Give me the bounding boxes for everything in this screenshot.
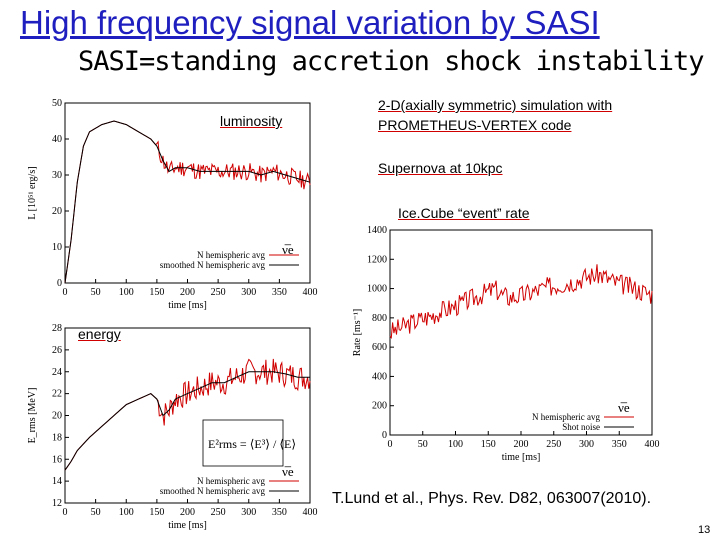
icecube-rate-xtick-label: 200	[514, 439, 529, 450]
energy-ytick-label: 12	[52, 498, 62, 509]
icecube-rate-raw-series-line	[389, 264, 653, 340]
icecube-rate-ytick-label: 200	[372, 401, 387, 412]
energy-xlabel: time [ms]	[168, 520, 207, 531]
luminosity-frame	[64, 102, 311, 284]
icecube-rate-xtick-label: 0	[388, 439, 393, 450]
energy-xtick-label: 150	[149, 507, 164, 518]
luminosity-flavor-label: ν̅e	[282, 242, 294, 257]
luminosity-xtick-label: 100	[119, 287, 134, 298]
energy-xtick-label: 100	[119, 507, 134, 518]
icecube-rate-ylabel: Rate [ms⁻¹]	[352, 309, 363, 356]
luminosity-xtick-label: 350	[272, 287, 287, 298]
energy-formula: E²rms = ⟨E³⟩ / ⟨E⟩	[208, 437, 296, 451]
energy-chart: 0 50 100 150 200 250 300 350 400 12 14 16 18 20 22 24 26…	[27, 323, 318, 531]
icecube-rate-xtick-label: 100	[448, 439, 463, 450]
luminosity-ylabel: L [10⁵¹ erg/s]	[27, 166, 38, 219]
energy-xtick-label: 300	[241, 507, 256, 518]
energy-ytick-label: 26	[52, 345, 62, 356]
simulation-note: 2-D(axially symmetric) simulation with P…	[378, 95, 612, 135]
luminosity-ytick-label: 10	[52, 242, 62, 253]
icecube-rate-xtick-label: 150	[481, 439, 496, 450]
energy-ytick-label: 16	[52, 454, 62, 465]
icecube-rate-xtick-label: 300	[579, 439, 594, 450]
icecube-rate-ytick-label: 400	[372, 371, 387, 382]
citation: T.Lund et al., Phys. Rev. D82, 063007(20…	[332, 490, 652, 507]
icecube-rate-xtick-label: 350	[612, 439, 627, 450]
simulation-line-1: 2-D(axially symmetric) simulation with	[378, 97, 613, 113]
icecube-rate-ytick-label: 600	[372, 342, 387, 353]
luminosity-label: luminosity	[220, 113, 283, 129]
energy-smoothed-series-line	[64, 371, 310, 471]
icecube-rate-legend-entry: N hemispheric avg	[532, 412, 600, 422]
luminosity-xtick-label: 50	[91, 287, 101, 298]
energy-xtick-label: 400	[303, 507, 318, 518]
luminosity-xtick-label: 300	[241, 287, 256, 298]
luminosity-raw-series-line	[64, 120, 311, 284]
icecube-rate-ytick-label: 800	[372, 313, 387, 324]
icecube-rate-xtick-label: 400	[645, 439, 660, 450]
energy-ylabel: E_rms [MeV]	[27, 388, 38, 444]
luminosity-ytick-label: 30	[52, 170, 62, 181]
luminosity-xtick-label: 0	[63, 287, 68, 298]
luminosity-xlabel: time [ms]	[168, 300, 207, 311]
energy-legend-entry: N hemispheric avg	[197, 476, 265, 486]
slide-subtitle: SASI=standing accretion shock instabilit…	[78, 46, 704, 77]
icecube-rate-ytick-label: 1000	[367, 284, 387, 295]
icecube-rate-ytick-label: 0	[382, 430, 387, 441]
luminosity-xtick-label: 250	[211, 287, 226, 298]
icecube-rate-xtick-label: 50	[418, 439, 428, 450]
energy-label: energy	[78, 326, 121, 342]
simulation-line-2: PROMETHEUS-VERTEX code	[378, 117, 572, 133]
energy-flavor-label: ν̅e	[282, 464, 294, 479]
luminosity-xtick-label: 150	[149, 287, 164, 298]
energy-ytick-label: 22	[52, 389, 62, 400]
icecube-rate-ytick-label: 1200	[367, 254, 387, 265]
icecube-rate-chart: 0 50 100 150 200 250 300 350 400 0 200 400 600 800 100…	[352, 225, 660, 463]
energy-xtick-label: 50	[91, 507, 101, 518]
icecube-rate-xtick-label: 250	[546, 439, 561, 450]
slide-title: High frequency signal variation by SASI	[20, 4, 600, 41]
luminosity-ytick-label: 0	[57, 278, 62, 289]
energy-xtick-label: 350	[272, 507, 287, 518]
luminosity-xtick-label: 400	[303, 287, 318, 298]
icecube-rate-frame	[389, 229, 653, 436]
energy-xtick-label: 0	[63, 507, 68, 518]
energy-ytick-label: 24	[52, 367, 62, 378]
luminosity-chart: 0 50 100 150 200 250 300 350 400 0 10 20 30 40 50 time …	[27, 98, 318, 311]
energy-legend-entry: smoothed N hemispheric avg	[160, 486, 266, 496]
energy-ytick-label: 14	[52, 476, 62, 487]
icecube-rate-legend-entry: Shot noise	[562, 422, 600, 432]
luminosity-ytick-label: 40	[52, 134, 62, 145]
page-number: 13	[698, 524, 711, 536]
supernova-distance-label: Supernova at 10kpc	[378, 160, 503, 176]
luminosity-ytick-label: 20	[52, 206, 62, 217]
energy-xtick-label: 250	[211, 507, 226, 518]
energy-ytick-label: 28	[52, 323, 62, 334]
icecube-rate-xlabel: time [ms]	[502, 452, 541, 463]
luminosity-legend-entry: smoothed N hemispheric avg	[160, 260, 266, 270]
energy-frame	[64, 327, 311, 504]
luminosity-legend-entry: N hemispheric avg	[197, 250, 265, 260]
luminosity-smoothed-series-line	[64, 120, 311, 284]
luminosity-xtick-label: 200	[180, 287, 195, 298]
energy-ytick-label: 20	[52, 411, 62, 422]
energy-ytick-label: 18	[52, 432, 62, 443]
luminosity-ytick-label: 50	[52, 98, 62, 109]
icecube-rate-ytick-label: 1400	[367, 225, 387, 236]
energy-formula-box	[202, 419, 284, 467]
energy-xtick-label: 200	[180, 507, 195, 518]
icecube-rate-flavor-label: ν̅e	[618, 400, 630, 415]
icecube-rate-label: Ice.Cube “event” rate	[398, 205, 530, 221]
